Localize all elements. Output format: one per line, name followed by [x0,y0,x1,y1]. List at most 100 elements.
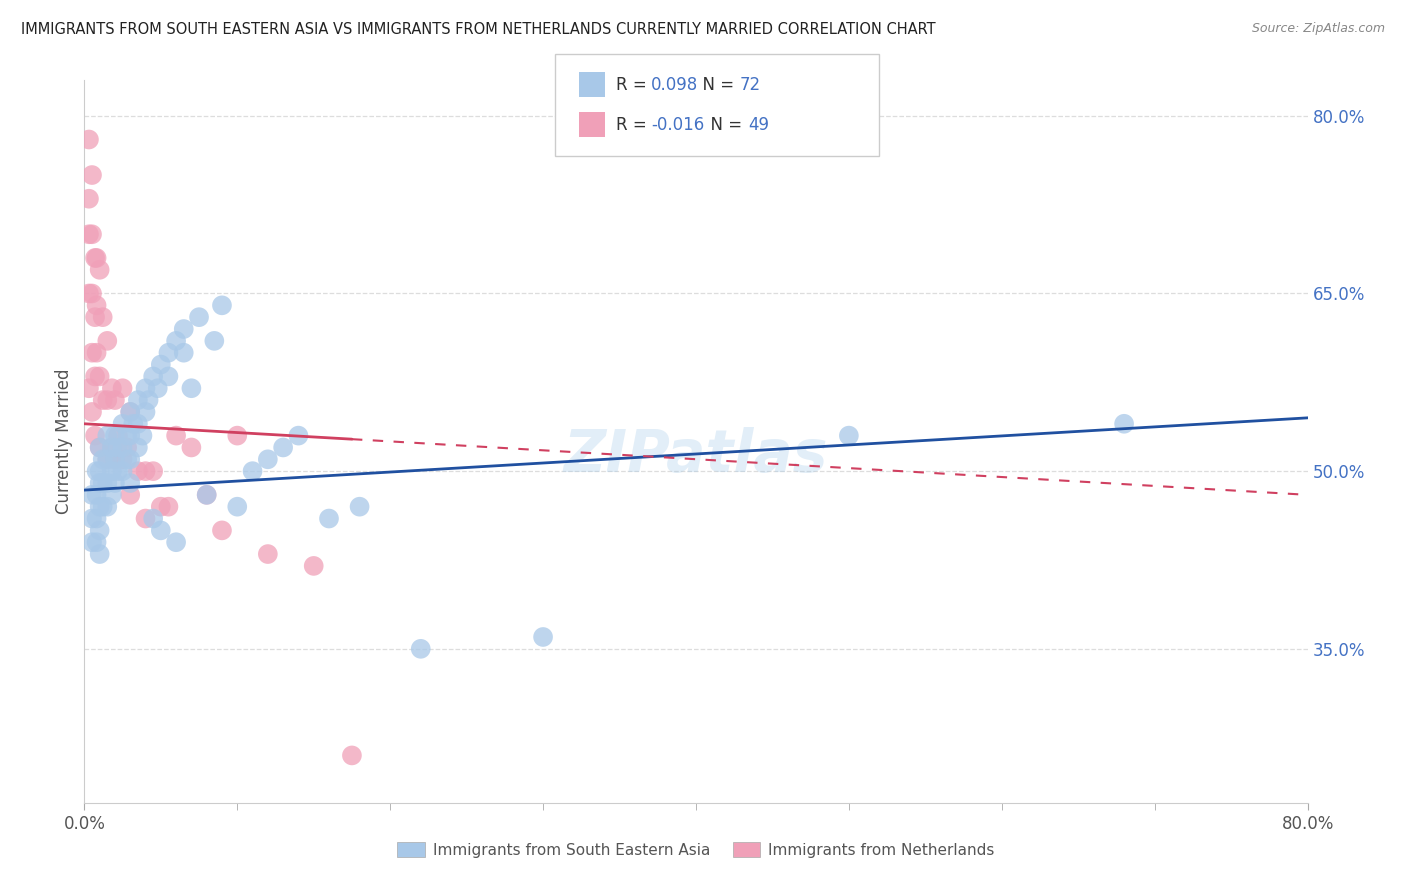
Point [96,500,118,514]
Point [127,393,149,408]
Point [96,334,118,348]
Point [84,369,107,384]
Point [80,227,103,242]
Point [120,475,142,490]
Point [89,369,111,384]
Point [84,428,107,442]
Point [80,488,103,502]
Point [80,168,103,182]
Point [91,310,114,325]
Point [135,511,157,525]
Point [142,464,165,478]
Text: 72: 72 [740,76,761,94]
Point [838,428,860,442]
Point [89,475,111,490]
Point [104,452,127,467]
Point [271,441,294,455]
Point [138,393,160,408]
Point [127,464,149,478]
Text: N =: N = [692,76,740,94]
Point [195,488,218,502]
Point [96,452,118,467]
Point [107,441,129,455]
Point [101,381,124,395]
Point [120,405,142,419]
Point [131,428,153,442]
Point [101,464,124,478]
Point [165,334,187,348]
Point [531,630,554,644]
Point [104,393,127,408]
Text: 0.098: 0.098 [651,76,699,94]
Point [89,524,111,538]
Point [86,511,108,525]
Point [80,286,103,301]
Point [101,488,124,502]
Point [77,381,100,395]
Point [86,535,108,549]
Point [86,464,108,478]
Point [142,369,165,384]
Point [202,334,225,348]
Point [96,475,118,490]
Point [157,500,180,514]
Point [115,428,138,442]
Point [107,428,129,442]
Point [111,464,134,478]
Point [173,345,195,359]
Point [122,417,145,431]
Point [77,227,100,242]
Point [86,251,108,265]
Point [318,511,340,525]
Point [77,286,100,301]
Point [226,500,249,514]
Point [135,464,157,478]
Point [96,452,118,467]
Point [104,428,127,442]
Point [127,441,149,455]
Point [257,547,280,561]
Point [188,310,211,325]
Text: -0.016: -0.016 [651,116,704,134]
Point [89,464,111,478]
Point [89,547,111,561]
Point [96,393,118,408]
Point [91,475,114,490]
Text: Source: ZipAtlas.com: Source: ZipAtlas.com [1251,22,1385,36]
Point [91,452,114,467]
Point [115,441,138,455]
Point [149,500,172,514]
Point [173,322,195,336]
Text: N =: N = [700,116,748,134]
Point [91,500,114,514]
Point [101,441,124,455]
Point [80,535,103,549]
Point [149,524,172,538]
Point [84,251,107,265]
Point [257,452,280,467]
Point [157,369,180,384]
Point [86,488,108,502]
Point [211,298,233,312]
Text: ZIPatlas: ZIPatlas [564,427,828,484]
Point [1114,417,1136,431]
Point [89,500,111,514]
Point [135,381,157,395]
Point [180,441,202,455]
Point [120,428,142,442]
Point [80,511,103,525]
Point [86,345,108,359]
Point [91,393,114,408]
Point [149,358,172,372]
Text: R =: R = [616,116,652,134]
Point [226,428,249,442]
Point [84,310,107,325]
Point [120,452,142,467]
Point [349,500,371,514]
Point [135,405,157,419]
Point [107,464,129,478]
Point [115,452,138,467]
Point [157,345,180,359]
Text: 49: 49 [748,116,769,134]
Point [409,641,432,656]
